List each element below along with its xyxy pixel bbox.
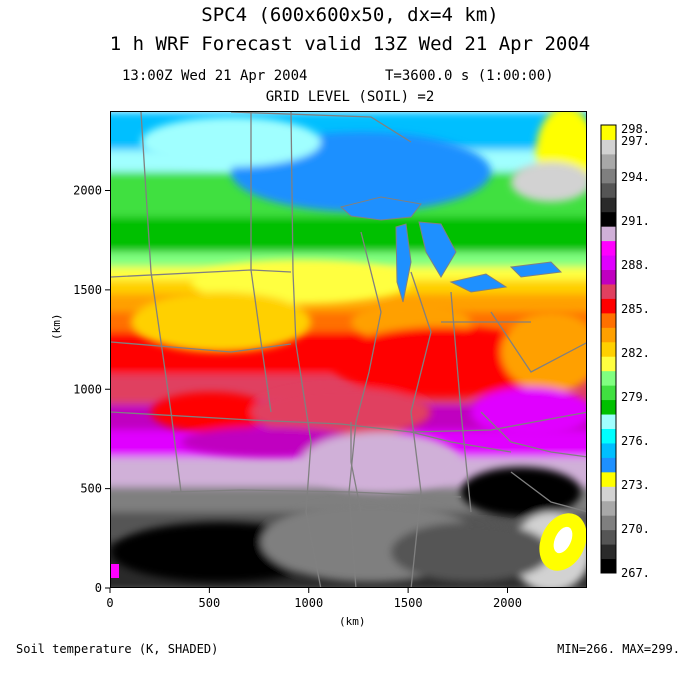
colorbar-swatch <box>601 327 616 343</box>
boundary-lines <box>111 112 586 587</box>
colorbar-label: 282. <box>621 346 650 360</box>
colorbar-swatch <box>601 500 616 516</box>
colorbar-swatch <box>601 399 616 415</box>
colorbar-swatch <box>601 283 616 299</box>
x-tick-label: 0 <box>106 596 113 610</box>
y-tick-label: 1000 <box>73 382 102 396</box>
colorbar-swatch <box>601 182 616 198</box>
colorbar-swatch <box>601 255 616 271</box>
colorbar-swatch <box>601 385 616 401</box>
colorbar-swatch <box>601 471 616 487</box>
colorbar-swatch <box>601 139 616 155</box>
colorbar-swatch <box>601 356 616 372</box>
colorbar-swatch <box>601 428 616 444</box>
x-tick-label: 2000 <box>493 596 522 610</box>
colorbar-frame <box>600 124 617 574</box>
colorbar-label: 267. <box>621 566 650 580</box>
title-line1: SPC4 (600x600x50, dx=4 km) <box>201 4 499 26</box>
title-line2: 1 h WRF Forecast valid 13Z Wed 21 Apr 20… <box>109 33 591 55</box>
colorbar-swatch <box>601 226 616 242</box>
colorbar-swatch <box>601 125 616 140</box>
colorbar-label: 297. <box>621 134 650 148</box>
colorbar-label: 270. <box>621 522 650 536</box>
soil-temperature-map[interactable] <box>110 111 587 588</box>
colorbar-swatch <box>601 211 616 227</box>
x-tick-label: 500 <box>199 596 221 610</box>
colorbar-label: 285. <box>621 302 650 316</box>
y-tick-label: 1500 <box>73 283 102 297</box>
y-tick-label: 0 <box>95 581 102 595</box>
colorbar-swatch <box>601 312 616 328</box>
temperature-blobs <box>111 112 586 587</box>
colorbar-swatch <box>601 168 616 184</box>
colorbar-swatch <box>601 457 616 473</box>
colorbar-label: 288. <box>621 258 650 272</box>
colorbar-swatch <box>601 442 616 458</box>
colorbar-label: 276. <box>621 434 650 448</box>
magenta-speck <box>111 564 119 578</box>
colorbar-swatch <box>601 414 616 429</box>
y-tick-label: 500 <box>80 482 102 496</box>
colorbar-swatch <box>601 341 616 357</box>
great-lakes <box>339 196 563 303</box>
colorbar-swatch <box>601 544 616 560</box>
grid-level-label: GRID LEVEL (SOIL) =2 <box>265 89 435 105</box>
y-tick-label: 2000 <box>73 184 102 198</box>
y-axis-unit: (km) <box>50 313 63 341</box>
colorbar-swatch <box>601 558 616 574</box>
colorbar-label: 294. <box>621 170 650 184</box>
x-axis-unit: (km) <box>339 615 366 628</box>
colorbar-swatch <box>601 486 616 502</box>
map-field-svg <box>111 112 586 587</box>
x-tick-label: 1000 <box>294 596 323 610</box>
field-description: Soil temperature (K, SHADED) <box>16 642 219 656</box>
colorbar-label: 298. <box>621 122 650 136</box>
colorbar-swatch <box>601 370 616 386</box>
colorbar-label: 279. <box>621 390 650 404</box>
valid-time-label: 13:00Z Wed 21 Apr 2004 <box>122 68 308 84</box>
min-max-label: MIN=266. MAX=299. <box>557 642 680 656</box>
x-tick-label: 1500 <box>394 596 423 610</box>
colorbar-swatch <box>601 240 616 256</box>
forecast-time-label: T=3600.0 s (1:00:00) <box>385 68 554 84</box>
colorbar-swatch <box>601 269 616 285</box>
colorbar-swatch <box>601 515 616 531</box>
coastal-warm-core <box>539 513 586 571</box>
colorbar-label: 291. <box>621 214 650 228</box>
colorbar-swatch <box>601 197 616 213</box>
colorbar-swatch <box>601 529 616 545</box>
colorbar-swatch <box>601 298 616 314</box>
colorbar-swatch <box>601 153 616 169</box>
colorbar-label: 273. <box>621 478 650 492</box>
